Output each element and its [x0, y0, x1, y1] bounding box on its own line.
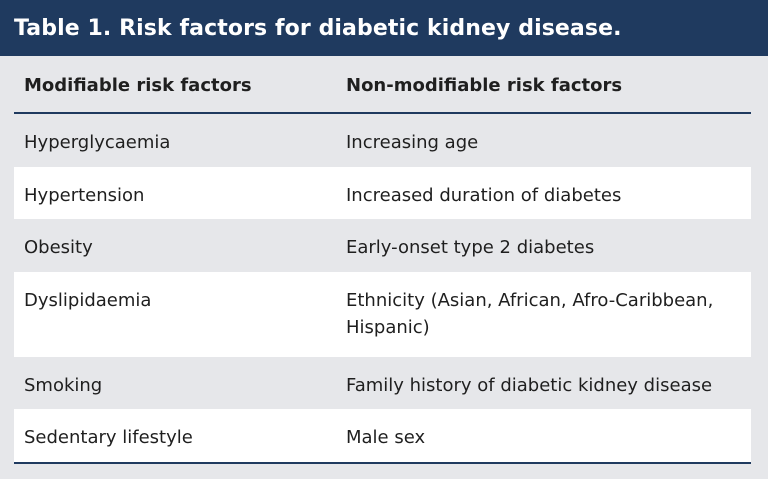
non-modifiable-cell: Ethnicity (Asian, African, Afro-Caribbea… [346, 290, 714, 338]
table-row: Obesity Early-onset type 2 diabetes [14, 219, 751, 272]
table-row: Sedentary lifestyle Male sex [14, 409, 751, 462]
risk-factors-table: Modifiable risk factors Non-modifiable r… [14, 56, 751, 464]
table-header-row: Modifiable risk factors Non-modifiable r… [14, 56, 751, 114]
table-row: Smoking Family history of diabetic kidne… [14, 357, 751, 409]
modifiable-cell: Dyslipidaemia [24, 290, 152, 311]
non-modifiable-cell: Early-onset type 2 diabetes [346, 237, 595, 258]
modifiable-cell: Smoking [24, 375, 103, 396]
modifiable-cell: Hypertension [24, 185, 145, 206]
table-title: Table 1. Risk factors for diabetic kidne… [14, 15, 622, 41]
non-modifiable-cell: Increasing age [346, 132, 479, 153]
non-modifiable-cell: Male sex [346, 427, 426, 448]
table-bottom-rule [14, 462, 751, 464]
non-modifiable-cell: Increased duration of diabetes [346, 185, 622, 206]
table-title-bar: Table 1. Risk factors for diabetic kidne… [0, 0, 768, 56]
non-modifiable-cell: Family history of diabetic kidney diseas… [346, 375, 713, 396]
modifiable-cell: Obesity [24, 237, 93, 258]
table-row: Dyslipidaemia Ethnicity (Asian, African,… [14, 272, 751, 357]
header-non-modifiable: Non-modifiable risk factors [346, 75, 623, 96]
modifiable-cell: Sedentary lifestyle [24, 427, 193, 448]
table-row: Hyperglycaemia Increasing age [14, 114, 751, 167]
header-modifiable: Modifiable risk factors [24, 75, 252, 96]
table-row: Hypertension Increased duration of diabe… [14, 167, 751, 219]
modifiable-cell: Hyperglycaemia [24, 132, 171, 153]
